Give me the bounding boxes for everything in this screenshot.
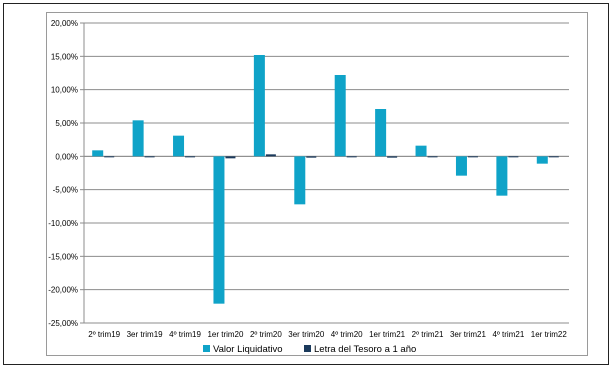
bar-valor-liquidativo <box>375 109 387 157</box>
bar-letra-tesoro <box>346 156 357 158</box>
bar-letra-tesoro <box>508 156 519 158</box>
bar-valor-liquidativo <box>213 156 225 304</box>
legend-label: Letra del Tesoro a 1 año <box>314 344 416 355</box>
y-tick-label: 5,00% <box>55 119 78 128</box>
bar-letra-tesoro <box>387 156 398 158</box>
bar-letra-tesoro <box>265 154 276 157</box>
bar-valor-liquidativo <box>132 120 144 157</box>
y-tick-label: 10,00% <box>51 86 78 95</box>
y-tick-label: 20,00% <box>51 19 78 28</box>
bar-letra-tesoro <box>225 156 236 159</box>
x-tick-label: 1er trim20 <box>207 330 244 339</box>
y-tick-label: 0,00% <box>55 152 78 161</box>
bar-valor-liquidativo <box>496 156 508 196</box>
bar-letra-tesoro <box>467 156 478 158</box>
x-tick-label: 2º trim19 <box>88 330 120 339</box>
legend-label: Valor Liquidativo <box>213 344 283 355</box>
x-tick-label: 3er trim20 <box>288 330 325 339</box>
x-tick-label: 4º trim19 <box>169 330 201 339</box>
bar-valor-liquidativo <box>415 145 427 157</box>
bar-letra-tesoro <box>548 156 559 158</box>
x-tick-label: 2º trim21 <box>412 330 444 339</box>
x-axis-ticks: 2º trim19 3er trim19 4º trim19 1er trim20 2º… <box>88 330 567 339</box>
legend: Valor Liquidativo Letra del Tesoro a 1 añ… <box>203 344 416 355</box>
bar-valor-liquidativo <box>253 55 265 157</box>
bar-letra-tesoro <box>306 156 317 158</box>
x-tick-label: 3er trim21 <box>450 330 487 339</box>
y-axis-ticks: 20,00% 15,00% 10,00% 5,00% 0,00% -5,00% -10,00… <box>48 19 78 328</box>
bar-valor-liquidativo <box>294 156 306 205</box>
x-tick-label: 4º trim21 <box>492 330 524 339</box>
y-tick-label: -15,00% <box>48 252 78 261</box>
bar-letra-tesoro <box>144 156 155 158</box>
bar-letra-tesoro <box>427 156 438 158</box>
bar-letra-tesoro <box>185 156 196 158</box>
x-tick-label: 1er trim21 <box>369 330 406 339</box>
x-tick-label: 3er trim19 <box>127 330 164 339</box>
y-tick-label: 15,00% <box>51 52 78 61</box>
bar-valor-liquidativo <box>92 150 104 157</box>
y-tick-label: -5,00% <box>53 186 78 195</box>
legend-swatch <box>203 345 210 352</box>
bars <box>92 55 559 304</box>
bar-letra-tesoro <box>104 156 115 158</box>
gridlines <box>80 22 569 324</box>
legend-swatch <box>304 345 311 352</box>
bar-valor-liquidativo <box>536 156 548 164</box>
x-tick-label: 4º trim20 <box>331 330 363 339</box>
bar-valor-liquidativo <box>455 156 467 176</box>
y-tick-label: -10,00% <box>48 219 78 228</box>
y-tick-label: -25,00% <box>48 319 78 328</box>
x-tick-label: 1er trim22 <box>531 330 568 339</box>
x-tick-label: 2º trim20 <box>250 330 282 339</box>
chart-frame <box>3 3 609 365</box>
bar-valor-liquidativo <box>334 75 346 157</box>
y-tick-label: -20,00% <box>48 286 78 295</box>
bar-valor-liquidativo <box>173 135 185 157</box>
